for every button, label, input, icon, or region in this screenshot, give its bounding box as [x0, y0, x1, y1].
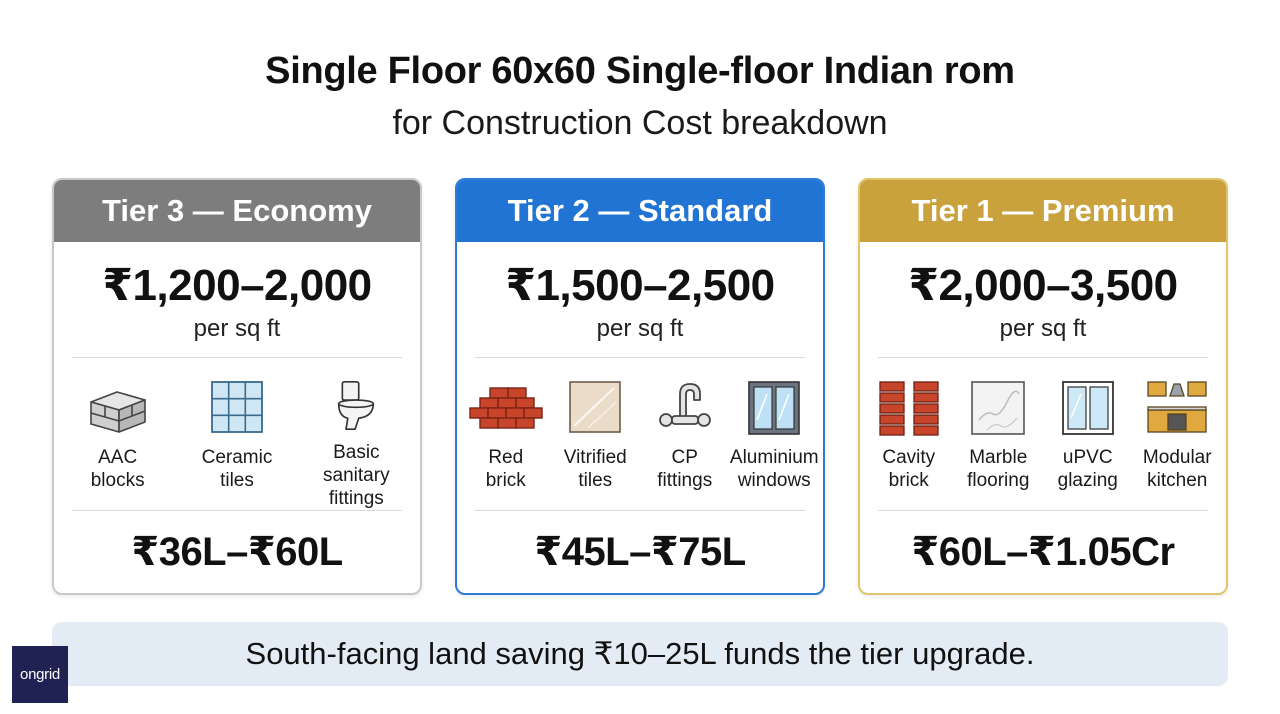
price-range: ₹1,500–2,500 [505, 261, 775, 310]
brand-logo: ongrid [12, 646, 68, 703]
divider [878, 510, 1208, 511]
feature-label: AAC blocks [90, 447, 145, 491]
feature-label: Ceramic tiles [201, 447, 273, 491]
summary-banner: South-facing land saving ₹10–25L funds t… [52, 622, 1228, 686]
feature-label: uPVC glazing [1057, 447, 1118, 491]
feature-label: Cavity brick [882, 447, 936, 491]
feature-label: Vitrified tiles [563, 447, 627, 491]
feature-item: AAC blocks [60, 358, 175, 510]
summary-text: South-facing land saving ₹10–25L funds t… [245, 636, 1035, 671]
tier-heading: Tier 3 — Economy [54, 180, 420, 242]
feature-item: Basic sanitary fittings [299, 358, 414, 510]
feature-item: CP fittings [641, 358, 729, 510]
red-brick-icon [469, 387, 543, 429]
kitchen-icon [1147, 381, 1207, 433]
price-unit: per sq ft [193, 315, 281, 342]
tier-card-economy: Tier 3 — Economy ₹1,200–2,000 per sq ft … [52, 178, 422, 595]
feature-item: Vitrified tiles [551, 358, 639, 510]
feature-label: Red brick [485, 447, 526, 491]
feature-item: Ceramic tiles [179, 358, 294, 510]
tier-heading: Tier 1 — Premium [860, 180, 1226, 242]
tier-card-premium: Tier 1 — Premium ₹2,000–3,500 per sq ft … [858, 178, 1228, 595]
feature-label: Modular kitchen [1142, 447, 1212, 491]
upvc-window-icon [1061, 381, 1114, 435]
logo-text: ongrid [20, 666, 60, 683]
total-cost: ₹60L–₹1.05Cr [911, 530, 1175, 574]
feature-item: uPVC glazing [1044, 358, 1132, 510]
total-cost: ₹45L–₹75L [534, 530, 746, 574]
ceramic-tiles-icon [211, 381, 263, 433]
feature-label: Aluminium windows [729, 447, 819, 491]
tier-heading: Tier 2 — Standard [457, 180, 823, 242]
cavity-brick-icon [879, 381, 939, 436]
price-range: ₹1,200–2,000 [102, 261, 372, 310]
feature-label: Basic sanitary fittings [323, 442, 390, 509]
feature-item: Marble flooring [954, 358, 1042, 510]
feature-item: Modular kitchen [1133, 358, 1221, 510]
divider [475, 510, 805, 511]
faucet-icon [658, 383, 711, 427]
price-unit: per sq ft [999, 315, 1087, 342]
divider [72, 357, 402, 358]
feature-item: Cavity brick [865, 358, 953, 510]
feature-label: Marble flooring [967, 447, 1030, 491]
feature-label: CP fittings [657, 447, 713, 491]
aluminium-window-icon [748, 381, 801, 435]
feature-item: Aluminium windows [729, 358, 819, 510]
divider [72, 510, 402, 511]
price-unit: per sq ft [596, 315, 684, 342]
tier-card-standard: Tier 2 — Standard ₹1,500–2,500 per sq ft… [455, 178, 825, 595]
feature-item: Red brick [462, 358, 550, 510]
price-range: ₹2,000–3,500 [908, 261, 1178, 310]
vitrified-tiles-icon [569, 381, 622, 433]
divider [475, 357, 805, 358]
total-cost: ₹36L–₹60L [131, 530, 343, 574]
aac-blocks-icon [89, 391, 146, 433]
marble-icon [971, 381, 1026, 435]
feature-list: AAC blocks Ceramic tiles Basic sanitary [54, 358, 420, 510]
page-title: Single Floor 60x60 Single-floor Indian r… [265, 50, 1015, 92]
feature-list: Red brick Vitrified tiles CP fittings [457, 358, 823, 510]
toilet-icon [338, 381, 375, 430]
divider [878, 357, 1208, 358]
feature-list: Cavity brick Marble flooring uPVC glazin… [860, 358, 1226, 510]
page-subtitle: for Construction Cost breakdown [392, 104, 888, 142]
